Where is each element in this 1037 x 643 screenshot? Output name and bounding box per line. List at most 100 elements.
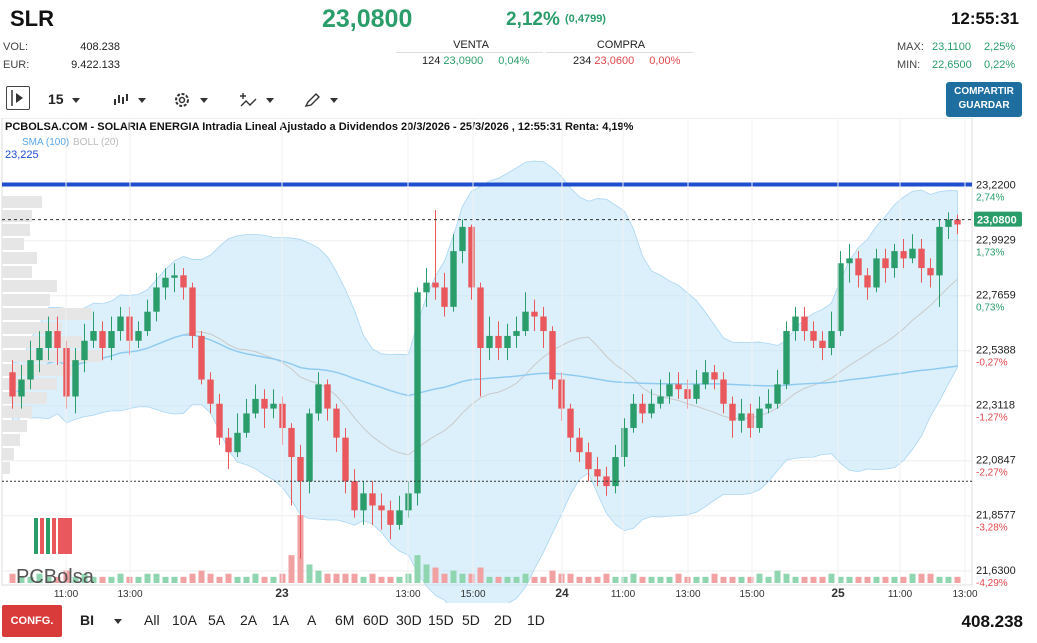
last-price: 23,0800 xyxy=(322,5,413,33)
volume-bar xyxy=(270,576,277,583)
candle-body xyxy=(621,427,628,458)
volume-bar xyxy=(639,576,646,583)
indicators-select[interactable] xyxy=(238,88,274,110)
volume-bar xyxy=(603,573,610,583)
candle-body xyxy=(495,335,502,349)
period-2d[interactable]: 2D xyxy=(494,612,512,628)
sma-label: SMA (100) xyxy=(22,137,70,148)
save-label: GUARDAR xyxy=(958,100,1010,111)
candle-body xyxy=(450,251,457,307)
period-15d[interactable]: 15D xyxy=(428,612,454,628)
volume-bar xyxy=(135,576,142,583)
sell-price: 23,0900 xyxy=(443,55,484,67)
period-6m[interactable]: 6M xyxy=(335,612,355,628)
chevron-down-icon xyxy=(114,618,122,624)
volume-bar xyxy=(288,555,295,583)
candle-body xyxy=(270,403,277,409)
candle-body xyxy=(567,408,574,438)
indicators-icon xyxy=(240,93,257,107)
interval-select[interactable]: 15 xyxy=(48,88,80,110)
candle-body xyxy=(315,384,322,414)
period-10a[interactable]: 10A xyxy=(172,612,197,628)
profile-bar xyxy=(2,224,30,236)
period-30d[interactable]: 30D xyxy=(396,612,422,628)
volume-bar xyxy=(549,570,556,583)
volume-bar xyxy=(486,576,493,583)
time-tick-label: 23 xyxy=(275,586,289,600)
candle-body xyxy=(27,360,34,380)
volume-bar xyxy=(873,576,880,583)
period-5d[interactable]: 5D xyxy=(462,612,480,628)
candle-body xyxy=(144,311,151,332)
candle-body xyxy=(333,408,340,438)
candle-body xyxy=(810,331,817,341)
volume-bar xyxy=(153,573,160,583)
period-1d[interactable]: 1D xyxy=(527,612,545,628)
candle-body xyxy=(207,379,214,404)
drawing-tools-select[interactable] xyxy=(302,88,338,110)
candle-body xyxy=(540,316,547,332)
period-5a[interactable]: 5A xyxy=(208,612,226,628)
chevron-down-icon xyxy=(71,97,80,103)
price-tick-percent: -4,29% xyxy=(976,578,1008,589)
price-tick-label: 23,2200 xyxy=(976,180,1016,192)
candle-body xyxy=(864,275,871,288)
candle-body xyxy=(675,384,682,390)
profile-bar xyxy=(2,238,24,250)
period-2a[interactable]: 2A xyxy=(240,612,258,628)
volume-bar xyxy=(396,576,403,583)
volume-bar xyxy=(45,576,52,583)
candles xyxy=(9,209,961,559)
sell-quantity: 124 xyxy=(422,55,441,67)
candle-body xyxy=(81,340,88,361)
volume-label: VOL: xyxy=(3,41,29,53)
settings-select[interactable] xyxy=(172,88,208,110)
volume-bar xyxy=(423,564,430,583)
volume-bar xyxy=(360,576,367,583)
sma-path xyxy=(11,334,958,398)
profile-bar xyxy=(2,364,72,376)
volume-bar xyxy=(531,576,538,583)
volume-bar xyxy=(585,576,592,583)
chart-type-bottom-select[interactable]: BI xyxy=(80,612,122,628)
period-a[interactable]: A xyxy=(307,612,317,628)
volume-bar xyxy=(783,573,790,583)
price-tick-percent: -0,27% xyxy=(976,358,1008,369)
candle-body xyxy=(117,316,124,332)
volume-bar xyxy=(828,573,835,583)
time-tick-label: 11:00 xyxy=(54,589,79,600)
time-tick-label: 13:00 xyxy=(395,589,420,600)
share-save-button[interactable]: COMPARTIR GUARDAR xyxy=(946,82,1022,117)
candle-body xyxy=(828,331,835,349)
profile-bar xyxy=(2,336,82,348)
replay-button[interactable] xyxy=(6,86,30,110)
volume-bar xyxy=(774,570,781,583)
volume-bar xyxy=(801,576,808,583)
bollinger-band xyxy=(12,160,958,603)
volume-bar xyxy=(306,564,313,583)
logo-text: PCBolsa xyxy=(16,566,95,588)
candle-body xyxy=(99,331,106,349)
candle-body xyxy=(522,311,529,332)
candle-body xyxy=(693,384,700,399)
candle-body xyxy=(45,331,52,349)
volume-bar xyxy=(117,573,124,583)
chart-type-select[interactable] xyxy=(112,88,146,110)
profile-bar xyxy=(2,420,27,432)
period-all[interactable]: All xyxy=(144,612,160,628)
candle-body xyxy=(900,251,907,259)
volume-bar xyxy=(72,576,79,583)
profile-bar xyxy=(2,434,20,446)
volume-bar xyxy=(189,573,196,583)
candle-body xyxy=(936,226,943,276)
candle-body xyxy=(423,282,430,293)
volume-bar xyxy=(324,573,331,583)
candle-body xyxy=(387,510,394,525)
config-button[interactable]: CONFG. xyxy=(2,605,62,637)
period-1a[interactable]: 1A xyxy=(272,612,290,628)
period-60d[interactable]: 60D xyxy=(363,612,389,628)
time-tick-label: 24 xyxy=(555,586,569,600)
volume-bar xyxy=(171,576,178,583)
buy-price: 23,0600 xyxy=(594,55,635,67)
